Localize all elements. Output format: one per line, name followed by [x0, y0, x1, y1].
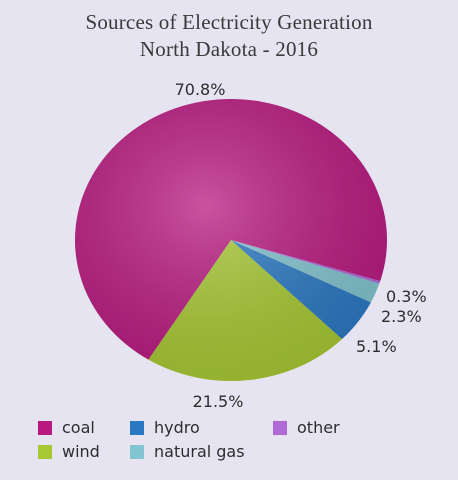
- data-label-coal: 70.8%: [175, 80, 226, 99]
- data-label-hydro: 5.1%: [356, 337, 397, 356]
- chart-title: Sources of Electricity Generation: [85, 10, 373, 34]
- data-label-other: 0.3%: [386, 287, 427, 306]
- data-label-wind: 21.5%: [193, 392, 244, 411]
- pie-shading: [75, 99, 387, 381]
- data-label-natural-gas: 2.3%: [381, 307, 422, 326]
- chart-subtitle: North Dakota - 2016: [139, 37, 319, 61]
